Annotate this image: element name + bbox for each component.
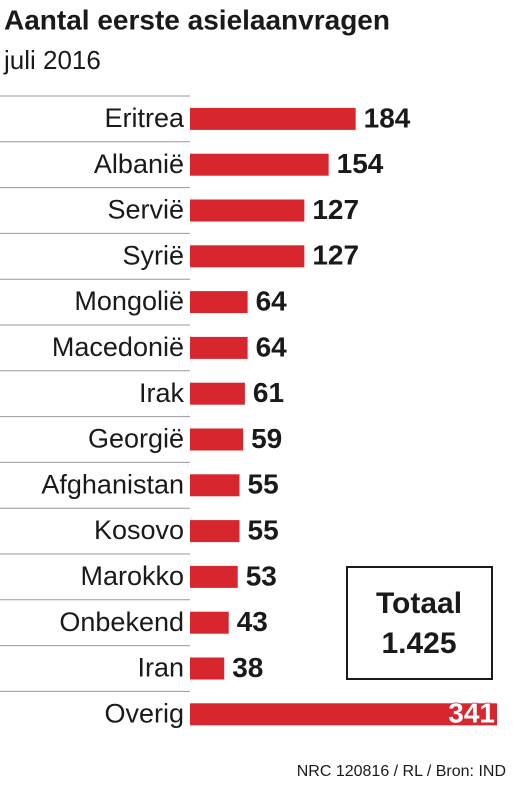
bar [190,107,356,130]
bar [190,153,329,176]
category-label: Marokko [80,561,184,591]
bar [190,565,238,588]
total-box [346,566,493,680]
value-label: 61 [253,377,284,408]
chart-subtitle: juli 2016 [3,45,101,75]
category-label: Irak [139,378,185,408]
value-label: 127 [312,240,359,271]
category-label: Albanië [94,149,184,179]
value-label: 55 [248,514,279,545]
category-label: Macedonië [52,332,184,362]
bar [190,336,248,359]
category-label: Kosovo [94,515,184,545]
bar [190,657,225,680]
value-label: 43 [237,606,268,637]
category-label: Mongolië [74,286,184,316]
chart-title: Aantal eerste asielaanvragen [4,4,390,35]
bar [190,382,245,405]
value-label: 64 [256,331,288,362]
value-label: 154 [337,148,384,179]
category-label: Servië [107,195,184,225]
bar [190,474,240,497]
bar [190,703,497,726]
bar [190,291,248,314]
value-label: 127 [312,194,359,225]
total-value: 1.425 [381,627,456,660]
category-label: Iran [137,653,184,683]
value-label: 53 [246,560,277,591]
bar [190,520,240,543]
bar [190,199,305,222]
category-label: Afghanistan [41,469,184,499]
bar [190,611,229,634]
category-label: Eritrea [104,103,185,133]
category-label: Onbekend [59,607,184,637]
category-label: Georgië [88,424,184,454]
value-label: 59 [251,423,282,454]
category-label: Overig [104,698,184,728]
total-label: Totaal [376,587,462,620]
bar [190,428,244,451]
value-label: 64 [256,285,288,316]
category-label: Syrië [122,240,184,270]
source: NRC 120816 / RL / Bron: IND [297,763,506,780]
value-label: 38 [232,652,263,683]
value-label: 341 [448,698,495,729]
bar [190,245,305,268]
value-label: 184 [364,102,411,133]
value-label: 55 [248,469,279,500]
